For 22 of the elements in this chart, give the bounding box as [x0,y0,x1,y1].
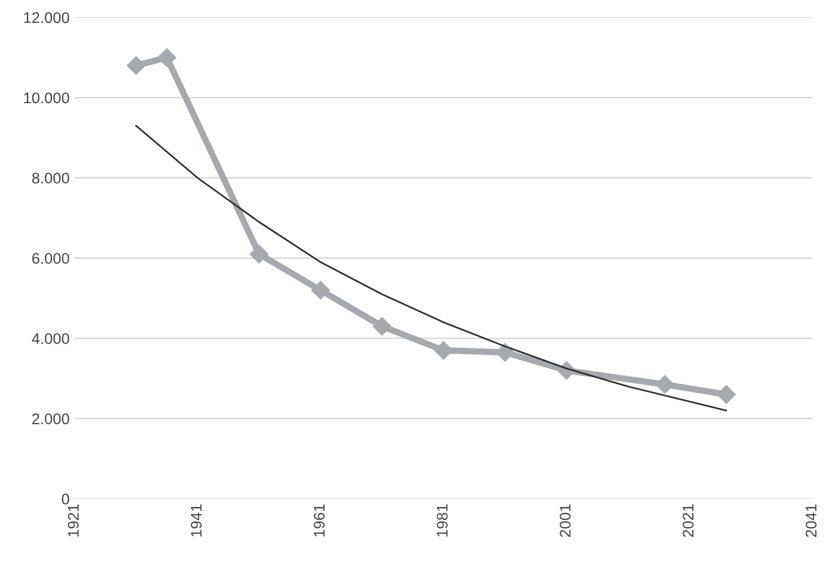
y-tick-label: 0 [62,494,70,504]
point [372,316,392,336]
point [157,48,176,67]
x-tick-label: 1961 [314,504,325,536]
y-tick-label: 10.000 [24,92,70,104]
x-tick-label: 2001 [560,504,571,537]
point [716,385,736,404]
y-tick-label: 6.000 [32,252,70,264]
y-tick-label: 8.000 [32,172,70,184]
y-tick-label: 2.000 [32,413,70,424]
point [250,244,268,264]
x-tick-label: 1981 [436,504,448,536]
y-tick-label: 12.000 [24,12,70,24]
point [656,375,674,394]
x-tick-label: 1941 [190,504,202,536]
x-tick-label: 2041 [806,504,817,537]
x-tick-label: 2021 [682,504,694,537]
point [126,56,146,75]
point [311,280,330,300]
y-tick-label: 4.000 [32,333,70,344]
line-series [135,124,728,412]
x-tick-label: 1921 [68,504,79,536]
